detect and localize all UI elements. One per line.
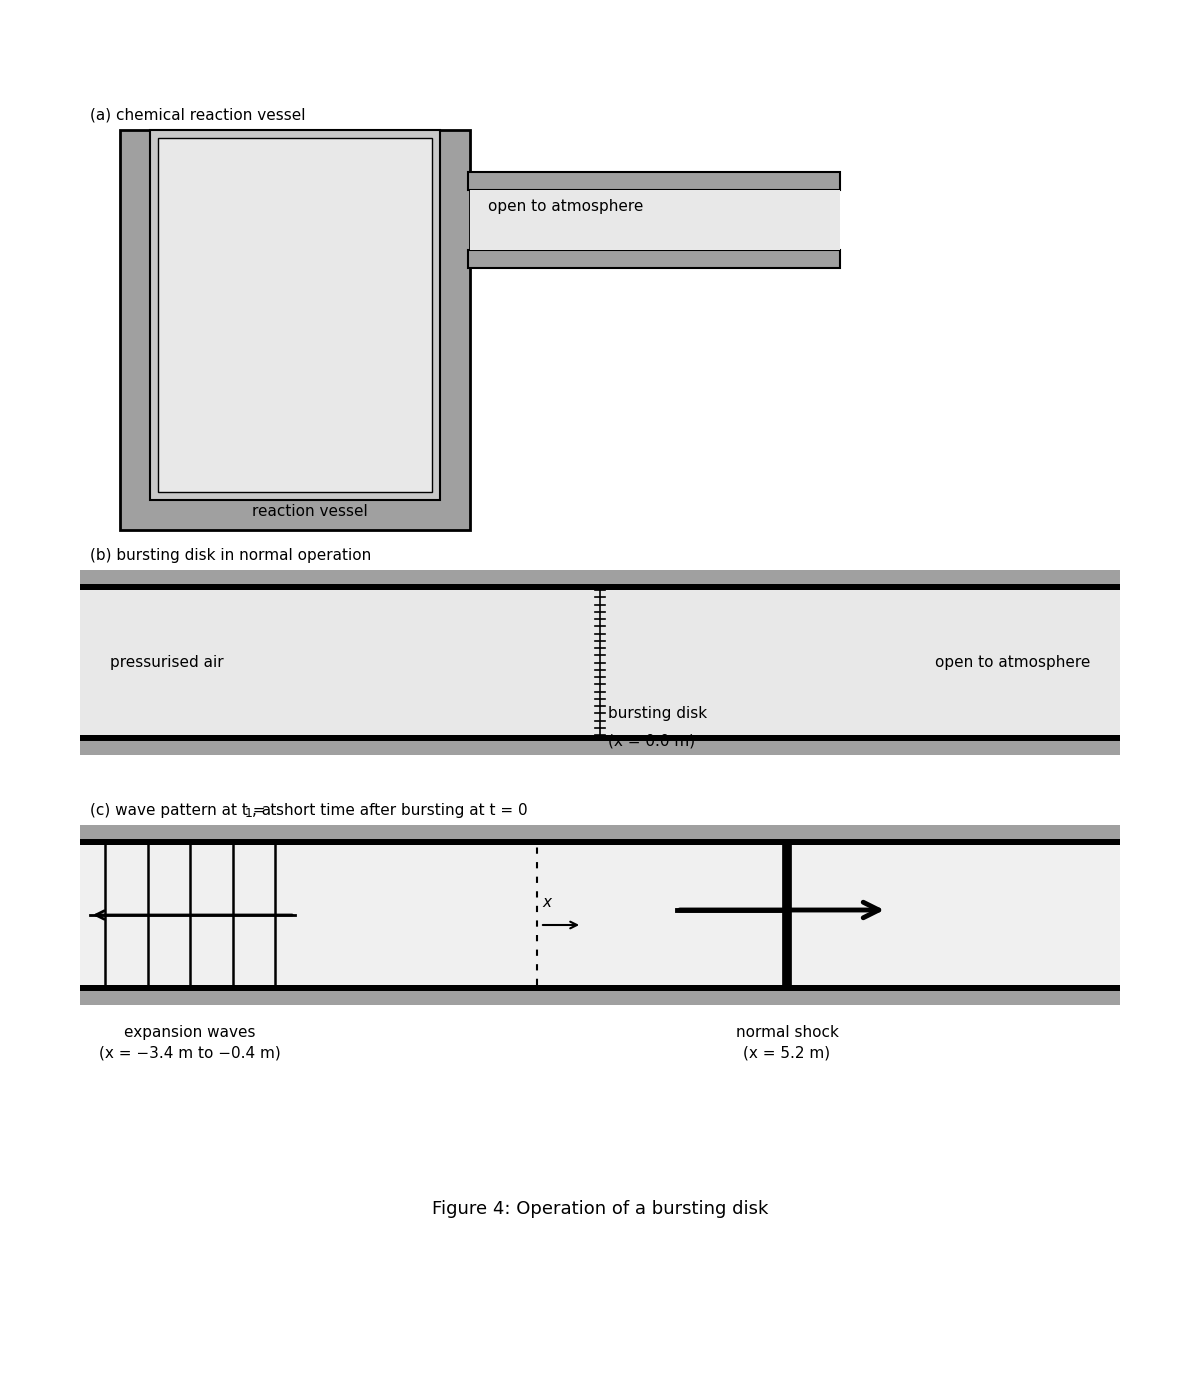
Text: normal shock: normal shock — [736, 1025, 839, 1040]
Text: pressurised air: pressurised air — [168, 308, 282, 323]
Text: reaction vessel: reaction vessel — [252, 503, 368, 518]
Bar — [80, 570, 1120, 589]
Text: , a short time after bursting at t = 0: , a short time after bursting at t = 0 — [252, 802, 528, 818]
Bar — [120, 131, 470, 530]
Bar — [80, 840, 1120, 845]
Text: pressurised air: pressurised air — [110, 655, 223, 671]
Bar — [80, 985, 1120, 1004]
Text: (x = −3.4 m to −0.4 m): (x = −3.4 m to −0.4 m) — [100, 1046, 281, 1059]
Bar — [470, 190, 840, 250]
Text: x: x — [542, 894, 551, 910]
Bar — [80, 824, 1120, 845]
Text: open to atmosphere: open to atmosphere — [488, 198, 643, 213]
Text: (b) bursting disk in normal operation: (b) bursting disk in normal operation — [90, 548, 371, 563]
Text: bursting disk: bursting disk — [608, 706, 707, 721]
Text: (x = 5.2 m): (x = 5.2 m) — [744, 1046, 830, 1059]
Text: expansion waves: expansion waves — [125, 1025, 256, 1040]
Bar — [468, 250, 840, 268]
Bar — [80, 735, 1120, 741]
Bar — [80, 589, 1120, 735]
Bar — [80, 584, 1120, 589]
Text: open to atmosphere: open to atmosphere — [935, 655, 1090, 671]
Text: (x = 0.0 m): (x = 0.0 m) — [608, 732, 695, 747]
Bar — [80, 735, 1120, 754]
Text: Figure 4: Operation of a bursting disk: Figure 4: Operation of a bursting disk — [432, 1200, 768, 1217]
Text: (a) chemical reaction vessel: (a) chemical reaction vessel — [90, 109, 306, 124]
Text: 1: 1 — [245, 807, 253, 820]
Text: (c) wave pattern at t = t: (c) wave pattern at t = t — [90, 802, 276, 818]
Bar — [150, 131, 440, 500]
Bar — [80, 985, 1120, 991]
Bar — [158, 137, 432, 492]
Bar — [468, 172, 840, 190]
Bar — [80, 845, 1120, 985]
